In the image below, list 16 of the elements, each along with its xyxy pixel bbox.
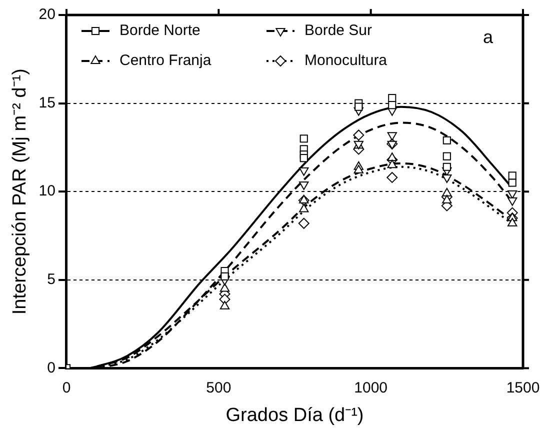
annotation: a <box>482 26 494 47</box>
y-tick-label: 10 <box>38 182 56 200</box>
legend-label: Centro Franja <box>119 52 212 70</box>
x-tick-label: 500 <box>206 379 232 396</box>
x-tick-label: 0 <box>62 379 71 396</box>
x-tick-label: 1000 <box>354 379 388 396</box>
x-axis-title: Grados Día (d⁻¹) <box>226 404 364 426</box>
legend-label: Borde Norte <box>119 22 200 40</box>
y-tick-label: 15 <box>38 94 56 112</box>
y-tick-label: 20 <box>38 6 56 24</box>
y-tick-label: 5 <box>47 271 56 288</box>
legend-label: Borde Sur <box>304 22 372 40</box>
y-tick-label: 0 <box>47 359 56 376</box>
x-tick-label: 1500 <box>506 379 540 396</box>
y-axis-title: Intercepción PAR (Mj m⁻² d⁻¹) <box>10 68 31 315</box>
legend-label: Monocultura <box>304 52 388 70</box>
